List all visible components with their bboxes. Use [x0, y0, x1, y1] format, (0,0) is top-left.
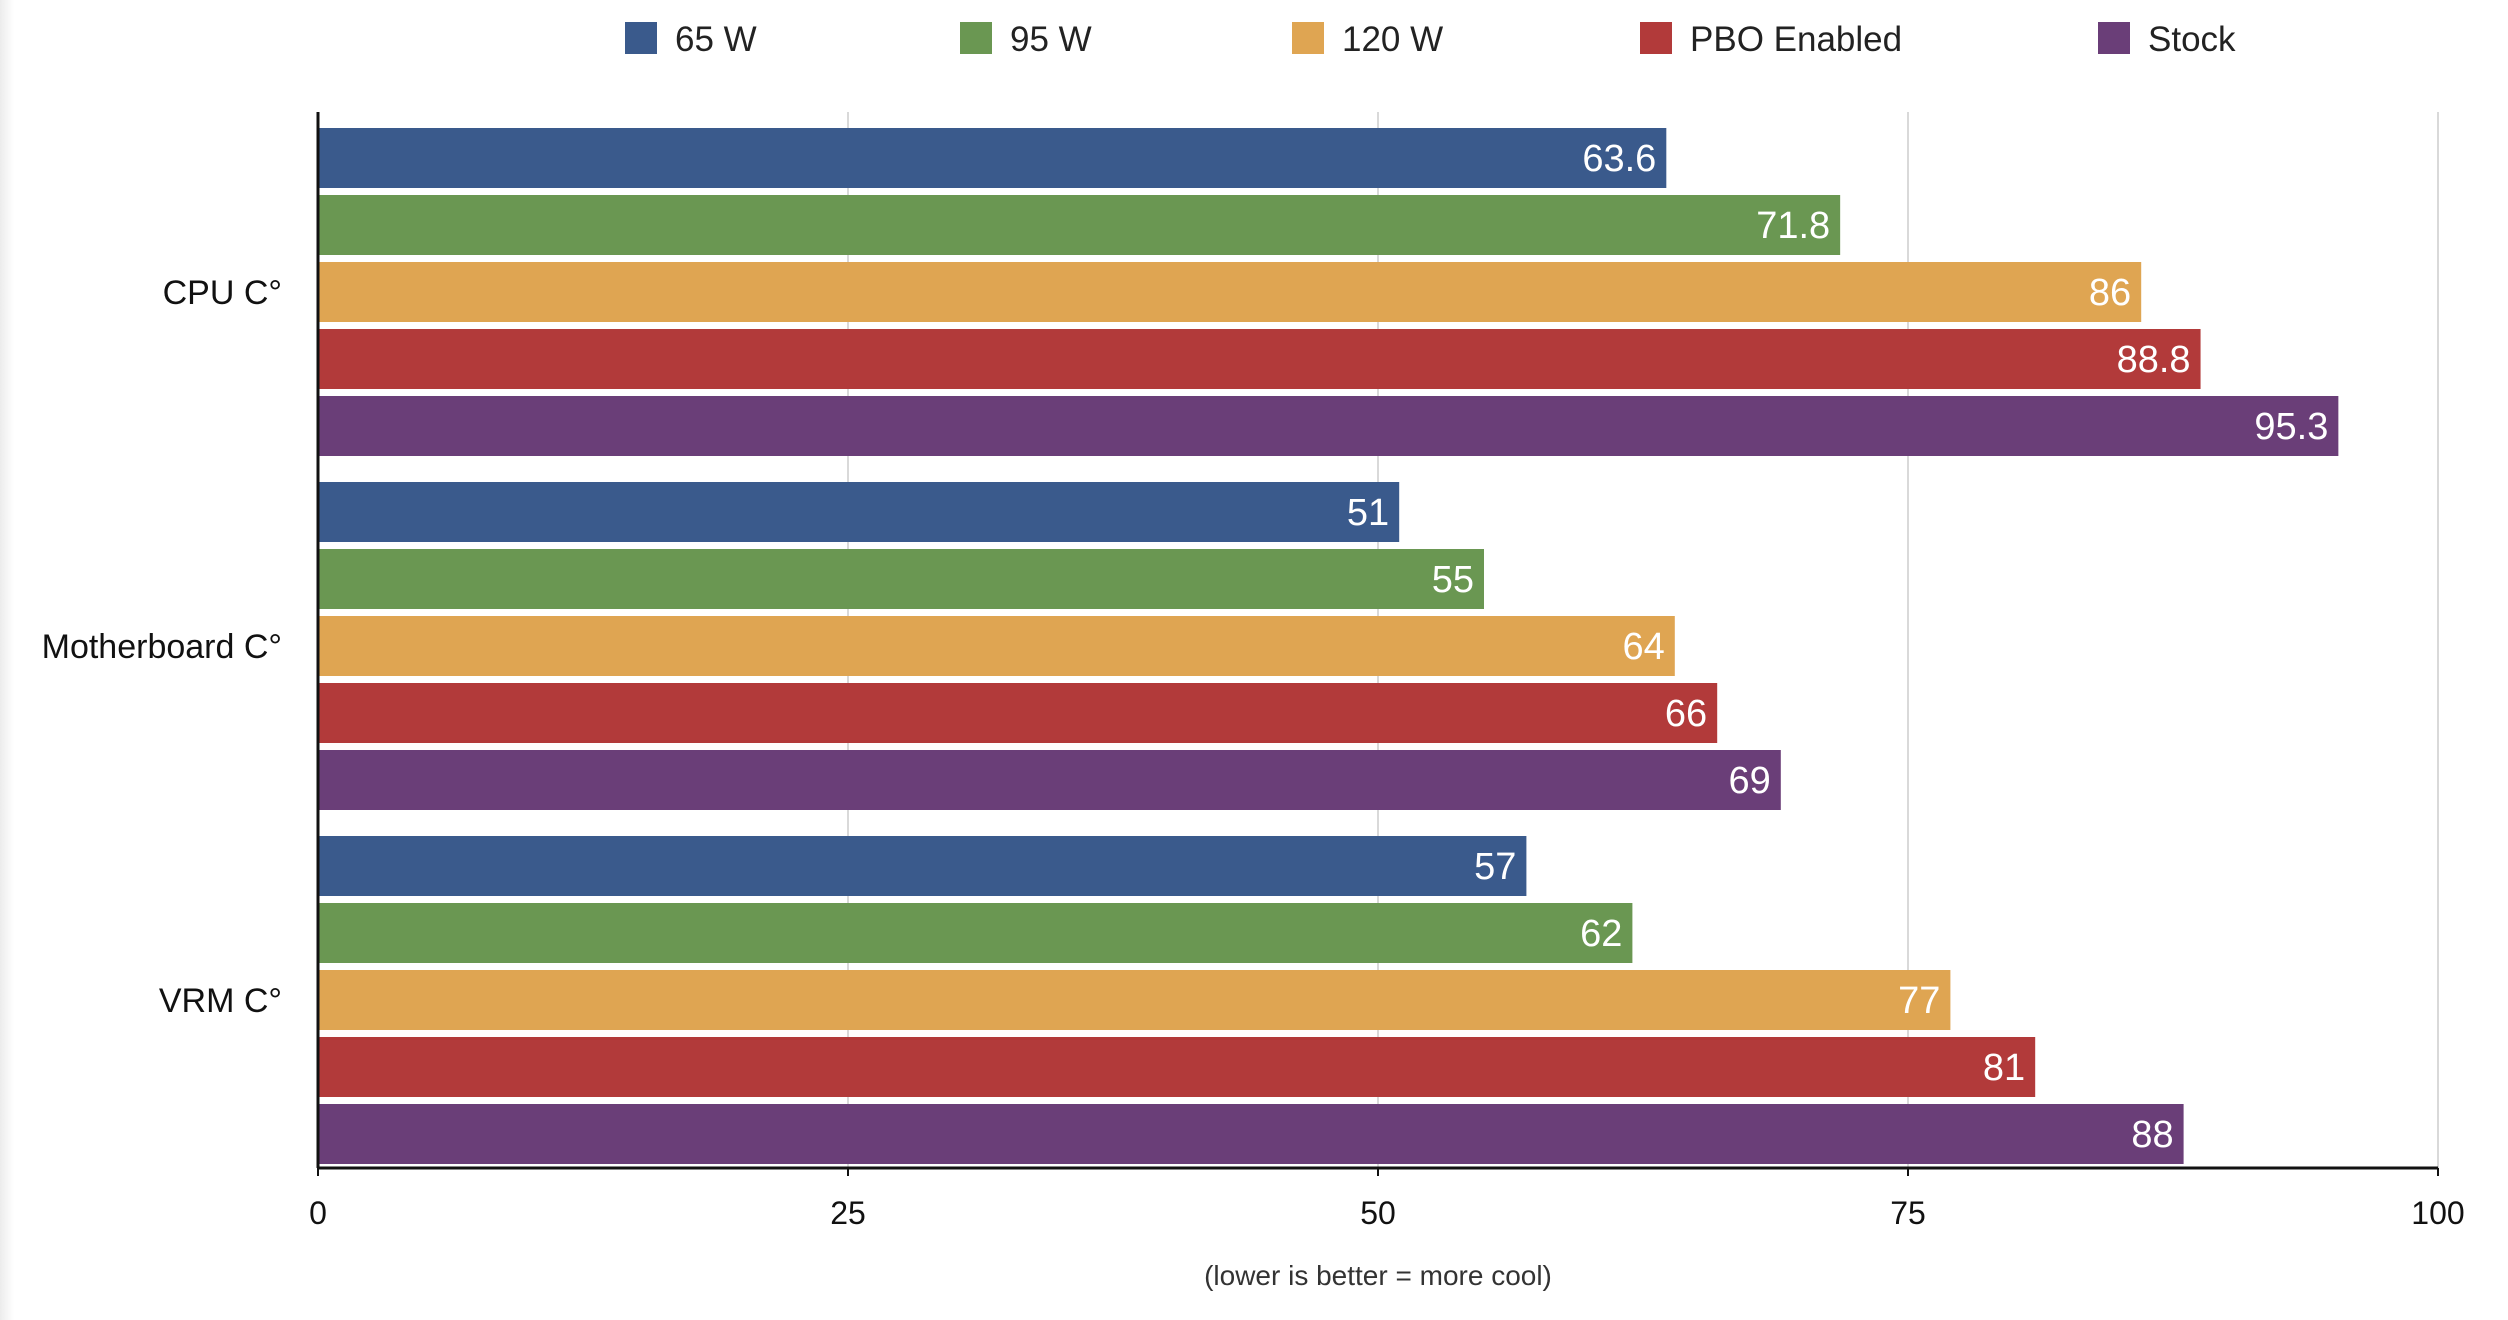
- bar-value-label: 69: [1729, 760, 1771, 802]
- bar-value-label: 63.6: [1582, 138, 1656, 180]
- legend-entry-label: 65 W: [675, 20, 757, 59]
- x-tick-label: 0: [309, 1195, 327, 1231]
- bar: [318, 836, 1527, 896]
- bar-value-label: 55: [1432, 559, 1474, 601]
- bar: [318, 262, 2142, 322]
- x-tick-label: 100: [2411, 1195, 2464, 1231]
- axes: CPU C° Motherboard C° VRM C° 0 25 50 75 100: [42, 112, 2465, 1231]
- bar: [318, 549, 1484, 609]
- bar: [318, 482, 1400, 542]
- bar-value-label: 77: [1898, 980, 1940, 1022]
- bar-value-label: 81: [1983, 1047, 2025, 1089]
- category-label: CPU C°: [163, 274, 282, 312]
- bar-value-label: 64: [1623, 626, 1665, 668]
- bar: [318, 195, 1841, 255]
- legend-swatch: [625, 22, 657, 54]
- bar: [318, 616, 1675, 676]
- legend-entry-label: PBO Enabled: [1690, 20, 1902, 59]
- bar: [318, 396, 2339, 456]
- bar: [318, 329, 2201, 389]
- legend-entry-label: Stock: [2148, 20, 2236, 59]
- bar: [318, 1104, 2184, 1164]
- x-tick-label: 50: [1360, 1195, 1396, 1231]
- bar-value-label: 62: [1580, 913, 1622, 955]
- legend-swatch: [960, 22, 992, 54]
- legend-swatch: [2098, 22, 2130, 54]
- bar: [318, 128, 1667, 188]
- bar: [318, 970, 1951, 1030]
- bar: [318, 683, 1718, 743]
- bar: [318, 903, 1633, 963]
- bar-value-label: 66: [1665, 693, 1707, 735]
- bar-value-label: 57: [1474, 846, 1516, 888]
- category-label: Motherboard C°: [42, 628, 282, 666]
- bar-value-label: 86: [2089, 272, 2131, 314]
- left-edge-shade: [0, 0, 14, 1320]
- x-tick-label: 75: [1890, 1195, 1926, 1231]
- bar-value-label: 88.8: [2117, 339, 2191, 381]
- x-tick-label: 25: [830, 1195, 866, 1231]
- bar: [318, 750, 1781, 810]
- legend-swatch: [1292, 22, 1324, 54]
- legend-entry-label: 120 W: [1342, 20, 1443, 59]
- legend-entry-label: 95 W: [1010, 20, 1092, 59]
- category-label: VRM C°: [159, 982, 282, 1020]
- bar: [318, 1037, 2036, 1097]
- x-axis-label: (lower is better = more cool): [1204, 1260, 1552, 1291]
- bar-value-label: 88: [2131, 1114, 2173, 1156]
- bar-value-label: 71.8: [1756, 205, 1830, 247]
- legend-swatch: [1640, 22, 1672, 54]
- legend: 65 W 95 W 120 W PBO Enabled Stock: [625, 20, 2236, 59]
- bar-value-label: 95.3: [2254, 406, 2328, 448]
- bar-value-label: 51: [1347, 492, 1389, 534]
